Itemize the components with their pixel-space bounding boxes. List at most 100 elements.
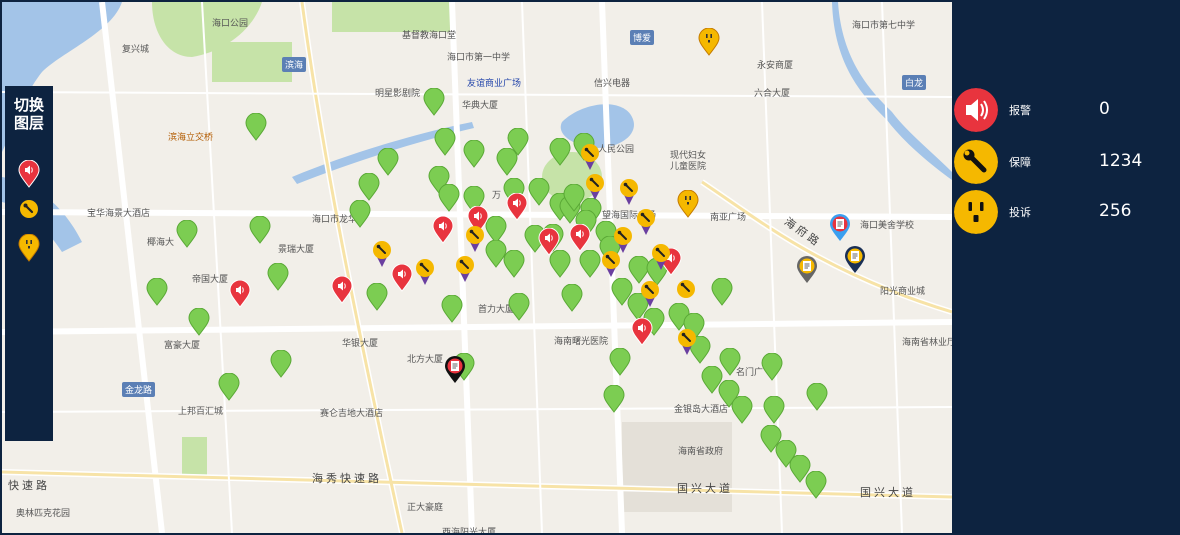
map-marker-repair[interactable] — [650, 243, 672, 271]
stat-value: 0 — [1099, 99, 1110, 119]
map-marker-green[interactable] — [349, 199, 371, 228]
map-marker-alarm[interactable] — [538, 227, 560, 256]
map-marker-green[interactable] — [761, 352, 783, 381]
map-marker-repair[interactable] — [676, 328, 698, 356]
map-marker-document[interactable] — [444, 356, 466, 384]
map-marker-green[interactable] — [611, 277, 633, 306]
map-marker-green[interactable] — [441, 294, 463, 323]
map-marker-green[interactable] — [711, 277, 733, 306]
map-marker-repair[interactable] — [584, 173, 606, 201]
map-marker-green[interactable] — [760, 424, 782, 453]
district-label: 博爱 — [630, 30, 655, 45]
map-marker-repair[interactable] — [414, 258, 436, 286]
map-marker-document[interactable] — [796, 256, 818, 284]
map-marker-green[interactable] — [806, 382, 828, 411]
stat-row-repair[interactable]: 保障 1234 — [954, 140, 1179, 184]
map-marker-green[interactable] — [485, 239, 507, 268]
map-marker-repair[interactable] — [464, 225, 486, 253]
map-marker-green[interactable] — [485, 215, 507, 244]
map-marker-green[interactable] — [176, 219, 198, 248]
map-marker-green[interactable] — [627, 292, 649, 321]
map-marker-green[interactable] — [549, 249, 571, 278]
map-marker-complaint[interactable] — [677, 189, 699, 218]
map-marker-repair[interactable] — [579, 143, 601, 171]
stat-row-alarm[interactable]: 报警 0 — [954, 88, 1179, 132]
map-marker-alarm[interactable] — [506, 192, 528, 221]
map-label: 海口市龙华 — [312, 215, 358, 225]
map-marker-alarm[interactable] — [391, 263, 413, 292]
map-marker-repair[interactable] — [612, 226, 634, 254]
map-marker-green[interactable] — [463, 139, 485, 168]
map-marker-repair[interactable] — [600, 250, 622, 278]
map-label: 海南省政府 — [678, 447, 724, 457]
repair-layer-wrench-icon[interactable] — [18, 198, 40, 226]
map-marker-green[interactable] — [434, 127, 456, 156]
map-label: 儿童医院 — [670, 162, 707, 172]
map-marker-green[interactable] — [579, 249, 601, 278]
map-view[interactable]: 海口公园 复兴城 基督教海口堂 海口市第一中学 友谊商业广场 信兴电器 明星影剧… — [2, 2, 952, 533]
map-marker-green[interactable] — [701, 365, 723, 394]
map-label: 永安商厦 — [757, 61, 794, 71]
map-marker-green[interactable] — [508, 292, 530, 321]
alarm-layer-speaker-icon[interactable] — [18, 160, 40, 188]
map-marker-alarm[interactable] — [432, 215, 454, 244]
map-label: 望海国际广场 — [602, 211, 657, 221]
map-marker-document[interactable] — [829, 214, 851, 242]
layer-switch-title[interactable]: 切换 图层 — [13, 96, 44, 132]
map-marker-green[interactable] — [423, 87, 445, 116]
map-marker-green[interactable] — [805, 470, 827, 499]
map-marker-green[interactable] — [245, 112, 267, 141]
stat-row-complaint[interactable]: 投诉 256 — [954, 190, 1179, 234]
district-label: 滨海 — [282, 57, 307, 72]
map-marker-repair[interactable] — [675, 278, 697, 306]
map-label: 名门广 — [736, 368, 764, 378]
map-marker-repair[interactable] — [635, 208, 657, 236]
map-marker-green[interactable] — [438, 183, 460, 212]
map-marker-green[interactable] — [763, 395, 785, 424]
map-marker-green[interactable] — [689, 335, 711, 364]
map-marker-green[interactable] — [146, 277, 168, 306]
map-marker-alarm[interactable] — [229, 279, 251, 308]
map-marker-repair[interactable] — [618, 178, 640, 206]
stats-panel: 报警 0 保障 1234 投诉 256 — [952, 0, 1180, 535]
map-marker-alarm[interactable] — [331, 275, 353, 304]
map-marker-green[interactable] — [496, 147, 518, 176]
map-label: 奥林匹克花园 — [16, 509, 71, 519]
map-marker-green[interactable] — [603, 384, 625, 413]
map-marker-green[interactable] — [528, 177, 550, 206]
map-marker-document[interactable] — [844, 246, 866, 274]
map-marker-green[interactable] — [549, 137, 571, 166]
map-marker-green[interactable] — [270, 349, 292, 378]
map-marker-alarm[interactable] — [569, 223, 591, 252]
map-marker-green[interactable] — [503, 249, 525, 278]
outlet-icon — [954, 190, 998, 234]
map-marker-green[interactable] — [731, 395, 753, 424]
map-marker-complaint[interactable] — [698, 27, 720, 56]
map-marker-repair[interactable] — [639, 280, 661, 308]
complaint-layer-outlet-icon[interactable] — [18, 234, 40, 262]
map-marker-repair[interactable] — [454, 255, 476, 283]
map-marker-green[interactable] — [218, 372, 240, 401]
map-marker-alarm[interactable] — [631, 317, 653, 346]
map-marker-green[interactable] — [789, 454, 811, 483]
map-label: 富豪大厦 — [164, 341, 201, 351]
map-marker-repair[interactable] — [371, 240, 393, 268]
map-marker-green[interactable] — [366, 282, 388, 311]
map-marker-green[interactable] — [358, 172, 380, 201]
road-label: 国兴大道 — [677, 482, 733, 495]
map-label: 海口公园 — [212, 19, 249, 29]
map-label: 椰海大 — [147, 238, 175, 248]
map-marker-green[interactable] — [267, 262, 289, 291]
map-marker-green[interactable] — [249, 215, 271, 244]
wrench-icon — [954, 140, 998, 184]
stat-value: 1234 — [1099, 151, 1143, 171]
map-marker-green[interactable] — [377, 147, 399, 176]
map-marker-green[interactable] — [188, 307, 210, 336]
map-marker-green[interactable] — [561, 283, 583, 312]
map-marker-green[interactable] — [719, 347, 741, 376]
map-label: 基督教海口堂 — [402, 31, 457, 41]
map-marker-green[interactable] — [507, 127, 529, 156]
map-marker-green[interactable] — [563, 183, 585, 212]
map-label: 海口市第一中学 — [447, 53, 511, 63]
map-marker-green[interactable] — [609, 347, 631, 376]
